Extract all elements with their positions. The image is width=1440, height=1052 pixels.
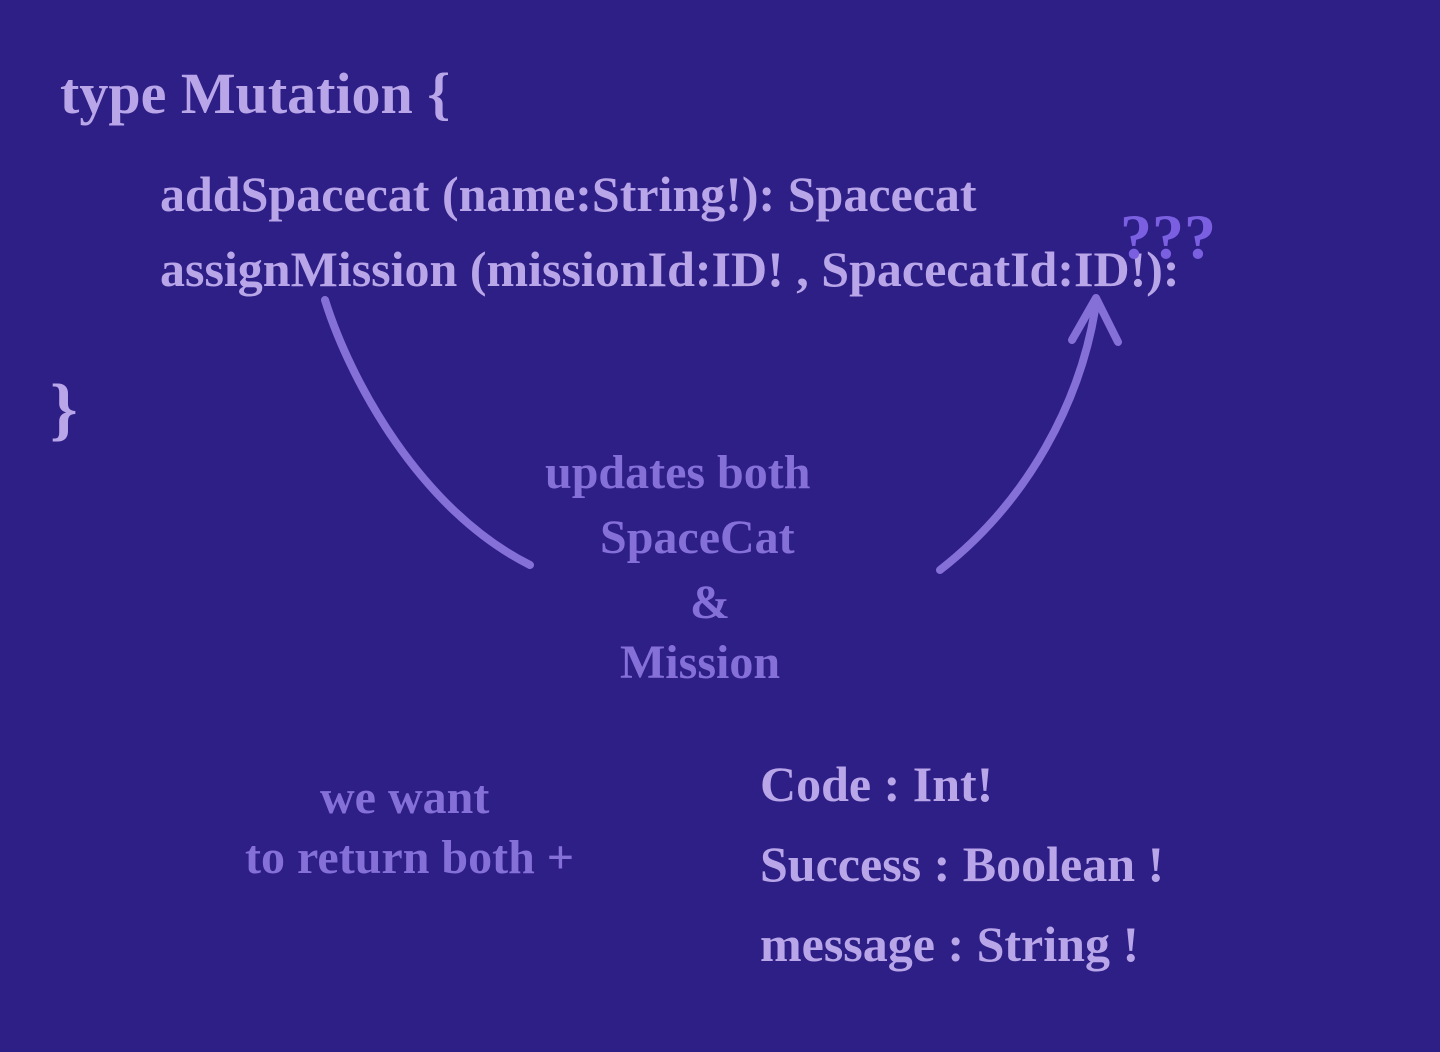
type-mutation-line: type Mutation { — [60, 60, 450, 127]
return-success: Success : Boolean ! — [760, 835, 1164, 893]
question-marks: ??? — [1120, 200, 1216, 274]
return-code: Code : Int! — [760, 755, 993, 813]
left-arrow-curve — [325, 300, 530, 565]
right-arrow-curve — [940, 310, 1095, 570]
bottom-left-line2: to return both + — [245, 830, 574, 885]
bottom-left-line1: we want — [320, 770, 489, 825]
add-spacecat-line: addSpacecat (name:String!): Spacecat — [160, 165, 977, 223]
close-brace: } — [50, 370, 78, 450]
right-arrow-head — [1072, 298, 1118, 342]
annotation-line1: updates both — [545, 445, 810, 500]
annotation-line3: & — [690, 575, 730, 630]
annotation-line2: SpaceCat — [600, 510, 795, 565]
annotation-line4: Mission — [620, 635, 780, 690]
return-message: message : String ! — [760, 915, 1139, 973]
assign-mission-line: assignMission (missionId:ID! , SpacecatI… — [160, 240, 1180, 298]
